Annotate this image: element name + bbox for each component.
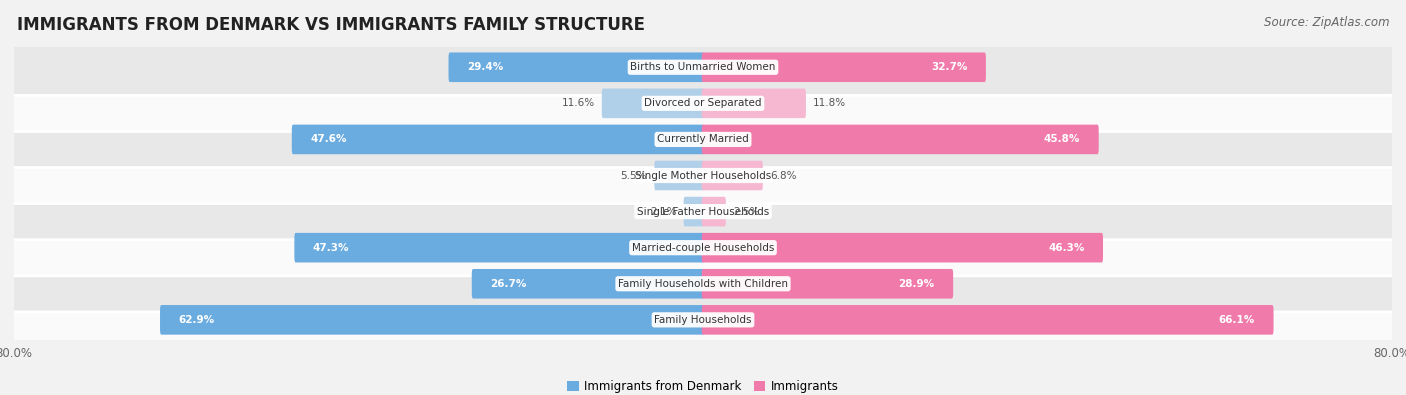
FancyBboxPatch shape xyxy=(11,39,1395,96)
FancyBboxPatch shape xyxy=(472,269,704,299)
Text: 45.8%: 45.8% xyxy=(1043,134,1080,145)
FancyBboxPatch shape xyxy=(160,305,704,335)
FancyBboxPatch shape xyxy=(683,197,704,226)
FancyBboxPatch shape xyxy=(702,269,953,299)
Text: 11.6%: 11.6% xyxy=(561,98,595,108)
FancyBboxPatch shape xyxy=(11,256,1395,312)
Text: Source: ZipAtlas.com: Source: ZipAtlas.com xyxy=(1264,16,1389,29)
FancyBboxPatch shape xyxy=(11,183,1395,240)
Text: 2.1%: 2.1% xyxy=(650,207,676,216)
Text: 46.3%: 46.3% xyxy=(1047,243,1084,253)
FancyBboxPatch shape xyxy=(602,88,704,118)
FancyBboxPatch shape xyxy=(702,125,1098,154)
FancyBboxPatch shape xyxy=(702,305,1274,335)
FancyBboxPatch shape xyxy=(11,111,1395,167)
Text: 2.5%: 2.5% xyxy=(733,207,759,216)
FancyBboxPatch shape xyxy=(449,53,704,82)
Text: 6.8%: 6.8% xyxy=(770,171,797,181)
FancyBboxPatch shape xyxy=(702,233,1104,262)
Text: Married-couple Households: Married-couple Households xyxy=(631,243,775,253)
Text: 11.8%: 11.8% xyxy=(813,98,846,108)
Text: 28.9%: 28.9% xyxy=(898,279,935,289)
Text: Family Households: Family Households xyxy=(654,315,752,325)
FancyBboxPatch shape xyxy=(11,292,1395,348)
FancyBboxPatch shape xyxy=(11,75,1395,132)
FancyBboxPatch shape xyxy=(702,53,986,82)
FancyBboxPatch shape xyxy=(292,125,704,154)
FancyBboxPatch shape xyxy=(11,147,1395,204)
FancyBboxPatch shape xyxy=(654,161,704,190)
Text: Births to Unmarried Women: Births to Unmarried Women xyxy=(630,62,776,72)
Text: 26.7%: 26.7% xyxy=(491,279,527,289)
FancyBboxPatch shape xyxy=(294,233,704,262)
Text: 32.7%: 32.7% xyxy=(931,62,967,72)
Legend: Immigrants from Denmark, Immigrants: Immigrants from Denmark, Immigrants xyxy=(562,376,844,395)
Text: Single Mother Households: Single Mother Households xyxy=(636,171,770,181)
Text: IMMIGRANTS FROM DENMARK VS IMMIGRANTS FAMILY STRUCTURE: IMMIGRANTS FROM DENMARK VS IMMIGRANTS FA… xyxy=(17,16,645,34)
FancyBboxPatch shape xyxy=(702,88,806,118)
Text: 29.4%: 29.4% xyxy=(467,62,503,72)
Text: 47.6%: 47.6% xyxy=(311,134,347,145)
Text: Single Father Households: Single Father Households xyxy=(637,207,769,216)
Text: 5.5%: 5.5% xyxy=(620,171,647,181)
Text: 47.3%: 47.3% xyxy=(314,243,349,253)
FancyBboxPatch shape xyxy=(11,220,1395,276)
Text: 66.1%: 66.1% xyxy=(1219,315,1256,325)
Text: 62.9%: 62.9% xyxy=(179,315,215,325)
Text: Currently Married: Currently Married xyxy=(657,134,749,145)
Text: Family Households with Children: Family Households with Children xyxy=(619,279,787,289)
FancyBboxPatch shape xyxy=(702,197,725,226)
FancyBboxPatch shape xyxy=(702,161,763,190)
Text: Divorced or Separated: Divorced or Separated xyxy=(644,98,762,108)
